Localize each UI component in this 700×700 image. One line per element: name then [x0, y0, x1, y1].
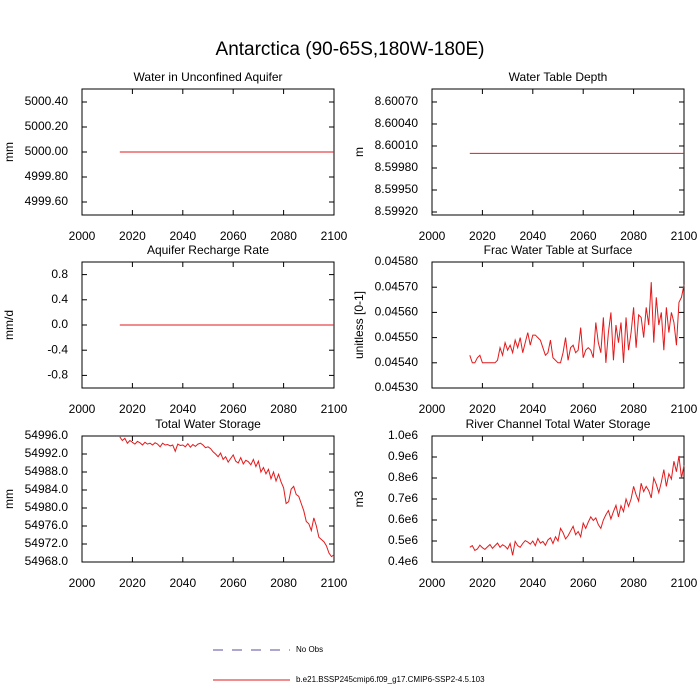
- legend-label: No Obs: [296, 645, 323, 654]
- y-tick-label: 54996.0: [25, 428, 69, 442]
- y-axis-label: mm: [2, 142, 16, 162]
- y-tick-label: 0.5e6: [388, 533, 418, 547]
- y-axis-label: mm: [2, 489, 16, 509]
- x-tick-label: 2020: [469, 229, 496, 243]
- legend-label: b.e21.BSSP245cmip6.f09_g17.CMIP6-SSP2-4.…: [296, 675, 485, 684]
- x-tick-label: 2080: [270, 402, 297, 416]
- y-tick-label: 8.59980: [375, 160, 419, 174]
- data-line: [469, 282, 685, 364]
- y-tick-label: 0.04550: [375, 330, 419, 344]
- panel-title: Water in Unconfined Aquifer: [134, 70, 283, 84]
- x-tick-label: 2100: [671, 576, 698, 590]
- x-tick-label: 2020: [469, 402, 496, 416]
- panel-title: Aquifer Recharge Rate: [147, 243, 269, 257]
- y-tick-label: 5000.00: [25, 144, 69, 158]
- y-tick-label: 54980.0: [25, 500, 69, 514]
- y-tick-label: 0.04580: [375, 254, 419, 268]
- y-tick-label: 0.04530: [375, 380, 419, 394]
- y-tick-label: -0.4: [47, 342, 68, 356]
- x-tick-label: 2000: [419, 402, 446, 416]
- x-tick-label: 2060: [570, 229, 597, 243]
- x-tick-label: 2100: [321, 576, 348, 590]
- x-tick-label: 2100: [671, 402, 698, 416]
- x-tick-label: 2040: [169, 402, 196, 416]
- y-tick-label: 0.8e6: [388, 470, 418, 484]
- x-tick-label: 2020: [119, 576, 146, 590]
- x-tick-label: 2060: [220, 402, 247, 416]
- x-tick-label: 2060: [570, 576, 597, 590]
- x-tick-label: 2080: [270, 229, 297, 243]
- y-tick-label: 54984.0: [25, 482, 69, 496]
- y-tick-label: 5000.20: [25, 119, 69, 133]
- x-tick-label: 2060: [220, 576, 247, 590]
- plot-frame: [81, 435, 335, 563]
- panel-title: Water Table Depth: [509, 70, 608, 84]
- x-tick-label: 2080: [620, 402, 647, 416]
- x-tick-label: 2000: [69, 229, 96, 243]
- y-tick-label: 5000.40: [25, 94, 69, 108]
- plot-frame: [431, 261, 685, 389]
- panel-title: Frac Water Table at Surface: [484, 243, 633, 257]
- x-tick-label: 2040: [519, 576, 546, 590]
- y-tick-label: 0.7e6: [388, 491, 418, 505]
- x-tick-label: 2060: [220, 229, 247, 243]
- y-tick-label: 0.0: [51, 317, 68, 331]
- y-tick-label: 4999.60: [25, 194, 69, 208]
- y-axis-label: mm/d: [2, 310, 16, 340]
- y-axis-label: unitless [0-1]: [352, 291, 366, 359]
- x-tick-label: 2080: [620, 576, 647, 590]
- x-tick-label: 2040: [169, 229, 196, 243]
- x-tick-label: 2020: [469, 576, 496, 590]
- x-tick-label: 2000: [69, 576, 96, 590]
- y-tick-label: 0.9e6: [388, 449, 418, 463]
- y-tick-label: 8.59950: [375, 182, 419, 196]
- x-tick-label: 2040: [519, 229, 546, 243]
- x-tick-label: 2020: [119, 229, 146, 243]
- y-tick-label: 54972.0: [25, 536, 69, 550]
- panel-title: River Channel Total Water Storage: [466, 417, 651, 431]
- y-tick-label: 0.4: [51, 292, 68, 306]
- x-tick-label: 2100: [321, 229, 348, 243]
- y-tick-label: 8.60010: [375, 138, 419, 152]
- figure-title: Antarctica (90-65S,180W-180E): [216, 39, 485, 60]
- y-tick-label: 54968.0: [25, 554, 69, 568]
- panel-title: Total Water Storage: [155, 417, 261, 431]
- x-tick-label: 2000: [69, 402, 96, 416]
- data-line: [119, 436, 335, 558]
- x-tick-label: 2100: [671, 229, 698, 243]
- x-tick-label: 2060: [570, 402, 597, 416]
- y-tick-label: 54992.0: [25, 446, 69, 460]
- x-tick-label: 2040: [519, 402, 546, 416]
- x-tick-label: 2080: [270, 576, 297, 590]
- x-tick-label: 2000: [419, 229, 446, 243]
- y-tick-label: 4999.80: [25, 169, 69, 183]
- y-tick-label: 8.60040: [375, 116, 419, 130]
- x-tick-label: 2020: [119, 402, 146, 416]
- y-tick-label: 0.6e6: [388, 512, 418, 526]
- y-tick-label: 0.04570: [375, 279, 419, 293]
- y-tick-label: 8.60070: [375, 94, 419, 108]
- x-tick-label: 2000: [419, 576, 446, 590]
- y-tick-label: 0.04560: [375, 305, 419, 319]
- y-tick-label: 54988.0: [25, 464, 69, 478]
- y-axis-label: m: [352, 147, 366, 157]
- y-axis-label: m3: [352, 490, 366, 507]
- x-tick-label: 2080: [620, 229, 647, 243]
- plot-frame: [431, 88, 685, 216]
- data-line: [469, 455, 685, 556]
- x-tick-label: 2040: [169, 576, 196, 590]
- x-tick-label: 2100: [321, 402, 348, 416]
- y-tick-label: 0.04540: [375, 355, 419, 369]
- y-tick-label: 54976.0: [25, 518, 69, 532]
- y-tick-label: 1.0e6: [388, 428, 418, 442]
- y-tick-label: 0.8: [51, 267, 68, 281]
- y-tick-label: 0.4e6: [388, 554, 418, 568]
- y-tick-label: 8.59920: [375, 204, 419, 218]
- y-tick-label: -0.8: [47, 368, 68, 382]
